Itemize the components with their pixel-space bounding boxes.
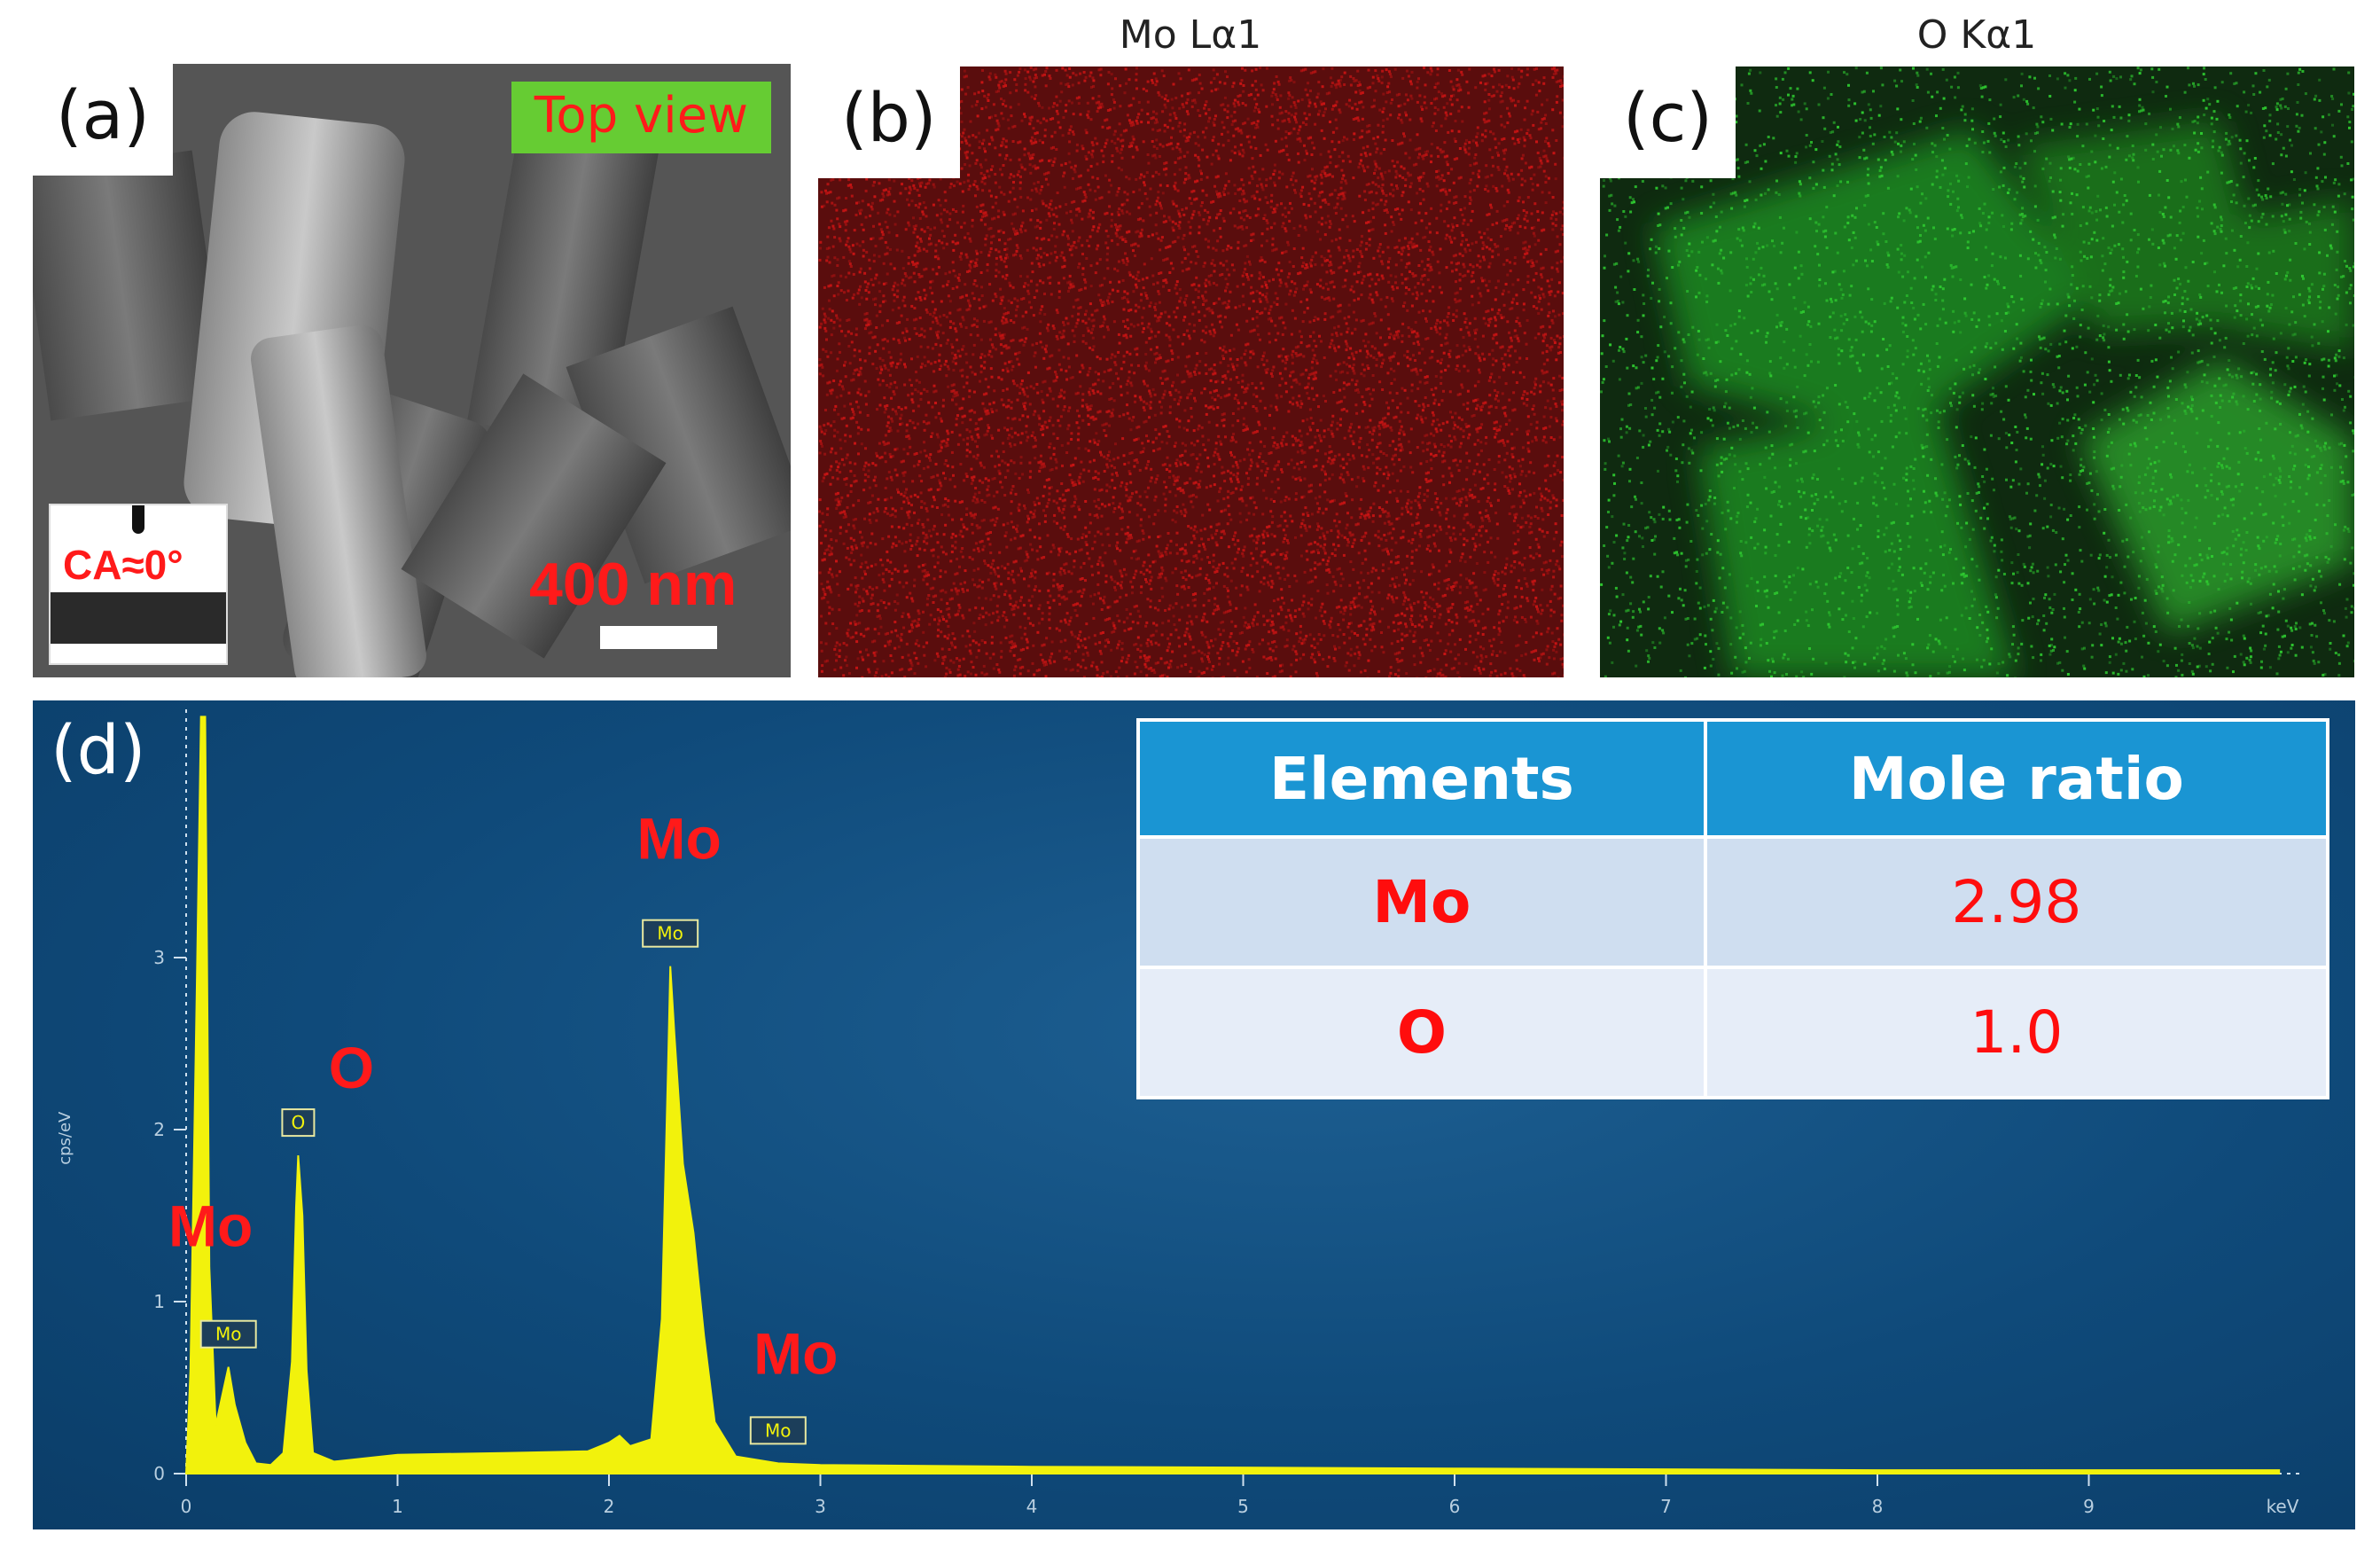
y-tick-label: 3 [153, 947, 165, 968]
x-tick-label: 7 [1660, 1496, 1672, 1517]
mole-ratio-table: Elements Mole ratio Mo 2.98 O 1.0 [1136, 718, 2330, 1099]
spectrum-area [184, 716, 2281, 1475]
y-tick-label: 2 [153, 1119, 165, 1140]
x-tick-label: 2 [604, 1496, 615, 1517]
peak-element-label: Mo [753, 1320, 838, 1386]
panel-label-a: (a) [33, 64, 173, 176]
table-cell-ratio: 1.0 [1703, 966, 2330, 1099]
peak-marker-label: Mo [765, 1420, 792, 1441]
x-axis-label: keV [2267, 1496, 2299, 1517]
peak-marker-label: Mo [657, 923, 683, 944]
x-tick-label: 4 [1026, 1496, 1038, 1517]
scale-bar-label: 400 nm [529, 551, 737, 618]
sem-rods-illustration [33, 64, 791, 677]
peak-marker-box [642, 919, 699, 948]
contact-angle-inset: CA≈0° [49, 504, 228, 665]
table-cell-element: Mo [1136, 835, 1707, 969]
peak-marker-box [281, 1108, 316, 1138]
x-tick-label: 3 [815, 1496, 826, 1517]
peak-marker-label: Mo [215, 1324, 242, 1345]
panel-label-c: (c) [1600, 66, 1736, 178]
map-speckles [818, 66, 1564, 677]
x-tick-label: 9 [2083, 1496, 2095, 1517]
table-cell-ratio: 2.98 [1703, 835, 2330, 969]
y-tick-label: 1 [153, 1291, 165, 1312]
scale-bar [600, 626, 717, 649]
eds-spectrum-panel: 0 1 2 3 4 5 6 7 8 9 keV 0 1 2 3 cps/eV Mo Mo O O Mo Mo Mo Mo (d… [33, 700, 2355, 1529]
needle-icon [132, 505, 144, 534]
panel-label-b: (b) [818, 66, 960, 178]
map-speckles [1600, 66, 2354, 677]
peak-element-label: O [329, 1035, 374, 1100]
x-tick-label: 0 [181, 1496, 192, 1517]
contact-angle-label: CA≈0° [63, 542, 183, 588]
inset-substrate [51, 644, 226, 663]
table-header-elements: Elements [1136, 718, 1707, 839]
y-tick-label: 0 [153, 1463, 165, 1484]
table-header-mole-ratio: Mole ratio [1703, 718, 2330, 839]
x-tick-label: 1 [392, 1496, 403, 1517]
table-cell-element: O [1136, 966, 1707, 1099]
x-tick-label: 8 [1872, 1496, 1884, 1517]
table-row: O 1.0 [1136, 966, 2330, 1099]
peak-element-label: Mo [637, 806, 722, 872]
sem-image-panel: (a) Top view CA≈0° 400 nm [33, 64, 791, 677]
top-view-badge: Top view [511, 82, 771, 153]
peak-marker-label: O [292, 1112, 306, 1133]
panel-label-d: (d) [51, 710, 146, 789]
table-row: Mo 2.98 [1136, 835, 2330, 969]
o-elemental-map: (c) [1600, 66, 2354, 677]
o-map-speckle [1600, 66, 2354, 677]
mo-elemental-map: (b) [818, 66, 1564, 677]
mo-map-speckle [818, 66, 1564, 677]
mo-map-title: Mo Lα1 [1119, 12, 1262, 58]
y-axis-label: cps/eV [56, 1111, 74, 1165]
x-tick-label: 5 [1237, 1496, 1249, 1517]
peak-marker-box [199, 1319, 257, 1349]
peak-element-label: Mo [168, 1193, 253, 1259]
o-map-title: O Kα1 [1916, 12, 2037, 58]
x-tick-label: 6 [1449, 1496, 1461, 1517]
peak-marker-box [749, 1416, 807, 1445]
